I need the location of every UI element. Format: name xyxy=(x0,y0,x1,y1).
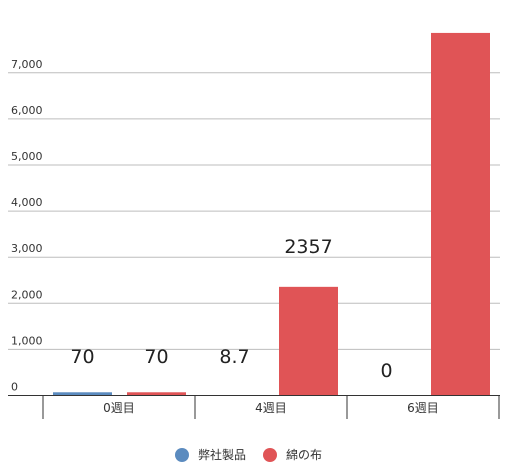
category-label: 0週目 xyxy=(103,401,135,415)
bars xyxy=(53,32,490,396)
data-label: 2357 xyxy=(284,236,332,258)
y-tick-label: 4,000 xyxy=(11,196,43,209)
legend-swatch xyxy=(263,448,277,462)
bar xyxy=(53,392,112,396)
data-label: 8.7 xyxy=(219,346,249,368)
grid-lines xyxy=(8,72,500,350)
y-axis-tick-labels: 0 1,000 2,000 3,000 4,000 5,000 6,000 7,000 xyxy=(11,58,43,394)
x-axis-ticks xyxy=(42,395,500,419)
bar xyxy=(279,286,338,396)
bar xyxy=(431,32,490,396)
y-tick-label: 6,000 xyxy=(11,104,43,117)
data-label: 70 xyxy=(144,346,168,368)
category-label: 6週目 xyxy=(407,401,439,415)
data-label: 70 xyxy=(70,346,94,368)
legend-label: 綿の布 xyxy=(286,448,322,462)
y-tick-label: 5,000 xyxy=(11,150,43,163)
x-axis-category-labels: 0週目 4週目 6週目 xyxy=(103,401,439,415)
y-tick-label: 7,000 xyxy=(11,58,43,71)
data-label: 0 xyxy=(380,360,392,382)
category-label: 4週目 xyxy=(255,401,287,415)
data-label: 7865 xyxy=(436,0,484,4)
legend-swatch xyxy=(175,448,189,462)
data-labels: 70 8.7 0 70 2357 7865 xyxy=(70,0,484,382)
y-tick-label: 1,000 xyxy=(11,334,43,347)
y-tick-label: 0 xyxy=(11,381,18,394)
y-tick-label: 2,000 xyxy=(11,288,43,301)
bar xyxy=(127,392,186,396)
legend-label: 弊社製品 xyxy=(198,447,246,462)
legend: 弊社製品 綿の布 xyxy=(175,447,322,462)
y-tick-label: 3,000 xyxy=(11,242,43,255)
